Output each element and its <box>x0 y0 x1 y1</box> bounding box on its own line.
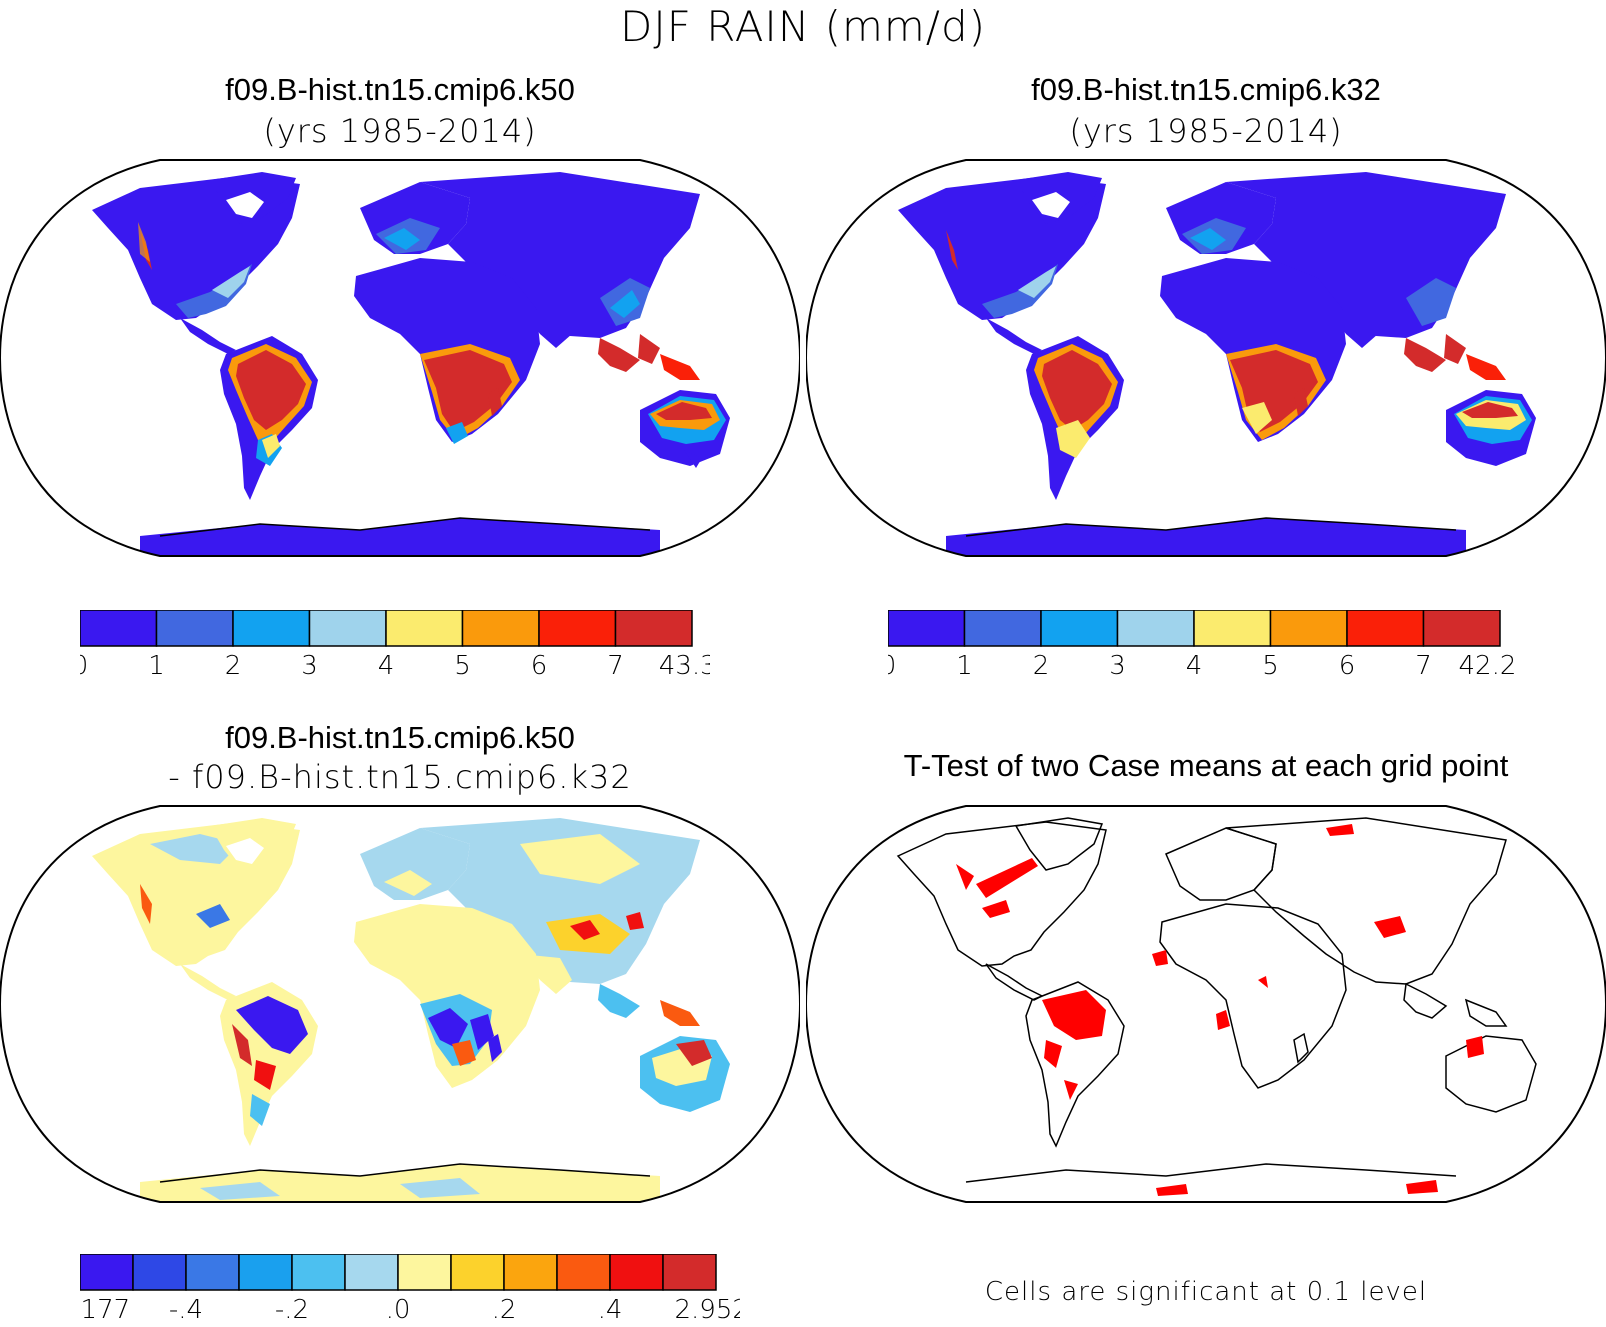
colorbar-swatch <box>80 610 158 647</box>
colorbar-tick-label: .0 <box>386 1295 411 1322</box>
colorbar-tick-label: 1 <box>148 651 165 678</box>
map-k50 <box>0 159 800 557</box>
antarctica-land <box>140 518 660 556</box>
colorbar-tick-label: 0 <box>80 651 88 678</box>
australia-coast <box>1445 1035 1537 1113</box>
colorbar-swatch <box>662 1254 717 1291</box>
colorbar-tick-label: -.2 <box>275 1295 309 1322</box>
colorbar-tick-label: 6 <box>531 651 548 678</box>
colorbar-tick-label: 5 <box>454 651 471 678</box>
colorbar-tick-label: 1 <box>956 651 973 678</box>
colorbar-k32: 0 1 2 3 4 5 6 7 42.292 <box>888 610 1518 678</box>
greenland-coast <box>1014 817 1104 871</box>
colorbar-swatch <box>450 1254 505 1291</box>
panel-diff-title: f09.B-hist.tn15.cmip6.k50 <box>225 720 575 755</box>
colorbar-swatch <box>1422 610 1501 647</box>
colorbar-swatch <box>232 610 311 647</box>
map-diff <box>0 805 800 1203</box>
significant-cells <box>956 824 1484 1196</box>
colorbar-swatch <box>556 1254 611 1291</box>
colorbar-tick-label: 2 <box>225 651 242 678</box>
asia-coast <box>1225 817 1507 985</box>
colorbar-tick-label: -.4 <box>169 1295 203 1322</box>
colorbar-tick-label: 43.38 <box>659 651 710 678</box>
colorbar-swatch <box>461 610 540 647</box>
colorbar-tick-label: 2 <box>1033 651 1050 678</box>
colorbar-tick-label: 7 <box>1415 651 1432 678</box>
africa-coast <box>1159 903 1347 1089</box>
colorbar-swatch <box>238 1254 293 1291</box>
colorbar-swatch <box>609 1254 664 1291</box>
colorbar-swatch <box>1040 610 1119 647</box>
colorbar-swatch <box>1269 610 1348 647</box>
colorbar-swatch <box>538 610 617 647</box>
colorbar-tick-label: 2.9523 <box>675 1295 740 1322</box>
colorbar-swatch <box>308 610 387 647</box>
colorbar-tick-label: 42.292 <box>1459 651 1518 678</box>
colorbar-tick-label: .2 <box>492 1295 517 1322</box>
colorbar-tick-label: 4 <box>1186 651 1203 678</box>
panel-k50-subtitle: (yrs 1985-2014) <box>263 112 537 150</box>
panel-k32-subtitle: (yrs 1985-2014) <box>1069 112 1343 150</box>
panel-ttest-title: T-Test of two Case means at each grid po… <box>903 748 1509 783</box>
colorbar-swatch <box>385 610 464 647</box>
colorbar-swatch <box>80 1254 134 1291</box>
colorbar-tick-label: 3 <box>301 651 318 678</box>
north-america-coast <box>896 821 1107 967</box>
colorbar-diff: -1.3177 -.4 -.2 .0 .2 .4 2.9523 <box>80 1254 740 1322</box>
colorbar-swatch <box>1193 610 1272 647</box>
colorbar-tick-label: 4 <box>378 651 395 678</box>
colorbar-swatch <box>344 1254 399 1291</box>
colorbar-tick-label: -1.3177 <box>80 1295 130 1322</box>
colorbar-swatch <box>1346 610 1425 647</box>
colorbar-swatch <box>1116 610 1195 647</box>
colorbar-swatch <box>614 610 693 647</box>
antarctica-land <box>946 518 1466 556</box>
colorbar-tick-label: 0 <box>888 651 896 678</box>
colorbar-swatch <box>397 1254 452 1291</box>
panel-k50-title: f09.B-hist.tn15.cmip6.k50 <box>225 72 575 107</box>
map-ttest <box>806 805 1606 1203</box>
colorbar-tick-label: 5 <box>1262 651 1279 678</box>
colorbar-swatch <box>888 610 966 647</box>
figure-title: DJF RAIN (mm/d) <box>619 2 986 51</box>
colorbar-swatch <box>963 610 1042 647</box>
map-k32 <box>806 159 1606 557</box>
panel-k32-title: f09.B-hist.tn15.cmip6.k32 <box>1031 72 1381 107</box>
colorbar-tick-label: .4 <box>598 1295 623 1322</box>
colorbar-swatch <box>132 1254 187 1291</box>
colorbar-tick-label: 7 <box>607 651 624 678</box>
panel-diff-subtitle: - f09.B-hist.tn15.cmip6.k32 <box>168 758 632 796</box>
colorbar-k50: 0 1 2 3 4 5 6 7 43.38 <box>80 610 710 678</box>
colorbar-tick-label: 6 <box>1339 651 1356 678</box>
significance-note: Cells are significant at 0.1 level <box>984 1277 1428 1307</box>
colorbar-swatch <box>155 610 234 647</box>
south-america-coast <box>1025 981 1125 1148</box>
colorbar-tick-label: 3 <box>1109 651 1126 678</box>
colorbar-swatch <box>291 1254 346 1291</box>
colorbar-swatch <box>503 1254 558 1291</box>
colorbar-swatch <box>185 1254 240 1291</box>
